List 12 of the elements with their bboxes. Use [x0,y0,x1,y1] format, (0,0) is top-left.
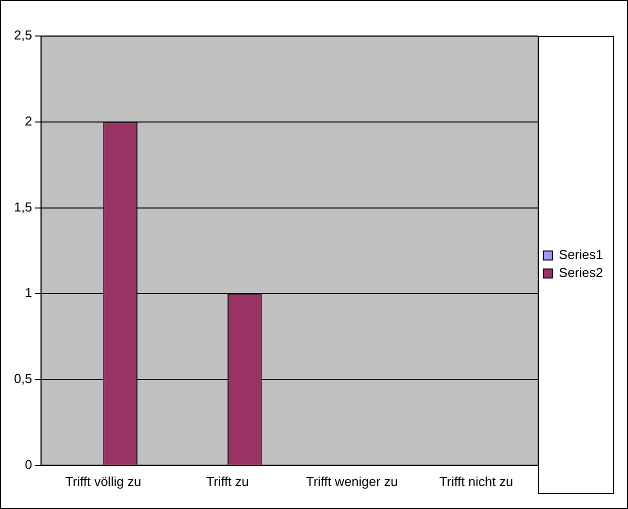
y-tick-label: 1 [24,285,32,300]
y-tick-label: 2,5 [14,28,32,43]
x-tick-label: Trifft völlig zu [65,474,142,489]
y-tick-label: 0,5 [14,371,32,386]
x-tick-label: Trifft weniger zu [306,474,398,489]
legend-label: Series2 [558,265,603,280]
y-tick-label: 0 [24,456,32,472]
legend-label: Series1 [558,247,603,262]
y-tick-label: 1,5 [14,199,32,214]
x-tick-label: Trifft nicht zu [439,474,514,489]
y-tick-label: 2 [24,113,32,128]
x-tick-label: Trifft zu [206,474,249,489]
